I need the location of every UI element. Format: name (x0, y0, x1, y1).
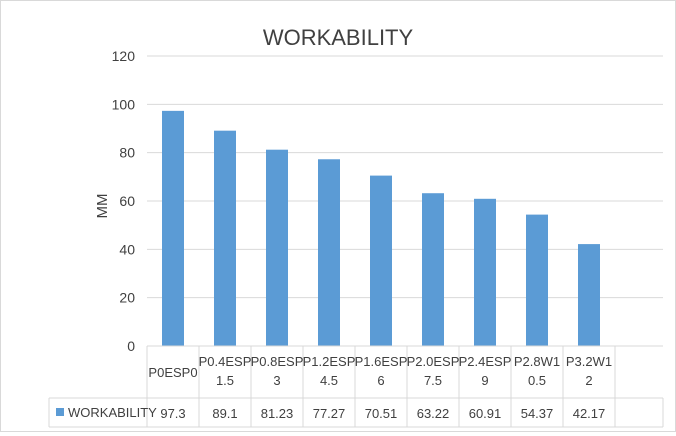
y-tick-label: 100 (112, 96, 136, 112)
y-tick-label: 0 (127, 338, 135, 354)
y-tick-label: 120 (112, 48, 136, 64)
y-tick-label: 80 (119, 145, 135, 161)
chart-title: WORKABILITY (263, 25, 414, 50)
x-tick-label: 2 (585, 373, 592, 388)
data-label: 42.17 (573, 406, 606, 421)
bar (318, 159, 340, 346)
x-tick-label: 3 (273, 373, 280, 388)
legend-label: WORKABILITY (68, 405, 157, 420)
x-tick-label: 0.5 (528, 373, 546, 388)
data-label: 70.51 (365, 406, 398, 421)
y-tick-label: 60 (119, 193, 135, 209)
bar (578, 244, 600, 346)
bar (526, 214, 548, 346)
x-tick-label: P2.0ESP (407, 354, 460, 369)
data-label: 97.3 (160, 406, 185, 421)
y-tick-labels: 0 20 40 60 80 100 120 (112, 48, 136, 354)
data-label: 63.22 (417, 406, 450, 421)
x-tick-label: P2.8W1 (514, 354, 560, 369)
x-tick-label: P1.6ESP (355, 354, 408, 369)
x-tick-label: P3.2W1 (566, 354, 612, 369)
bar (162, 110, 184, 346)
bar (214, 130, 236, 346)
bars (162, 110, 600, 346)
x-tick-label: 1.5 (216, 373, 234, 388)
data-label: 81.23 (261, 406, 294, 421)
x-tick-label: P1.2ESP (303, 354, 356, 369)
legend-swatch (56, 408, 64, 416)
x-tick-label: 4.5 (320, 373, 338, 388)
y-tick-label: 40 (119, 241, 135, 257)
x-tick-label: P0.4ESP (199, 354, 252, 369)
data-label: 54.37 (521, 406, 554, 421)
y-tick-label: 20 (119, 290, 135, 306)
bar (422, 193, 444, 346)
x-tick-label: 7.5 (424, 373, 442, 388)
x-tick-label: P0.8ESP (251, 354, 304, 369)
x-tick-label: P2.4ESP (459, 354, 512, 369)
bar (266, 149, 288, 346)
data-label: 89.1 (212, 406, 237, 421)
y-axis-label: MM (94, 194, 111, 219)
data-label: 77.27 (313, 406, 346, 421)
x-tick-label: 6 (377, 373, 384, 388)
x-tick-label: P0ESP0 (148, 365, 197, 380)
x-tick-label: 9 (481, 373, 488, 388)
bar (370, 175, 392, 346)
data-label: 60.91 (469, 406, 502, 421)
bar (474, 198, 496, 346)
